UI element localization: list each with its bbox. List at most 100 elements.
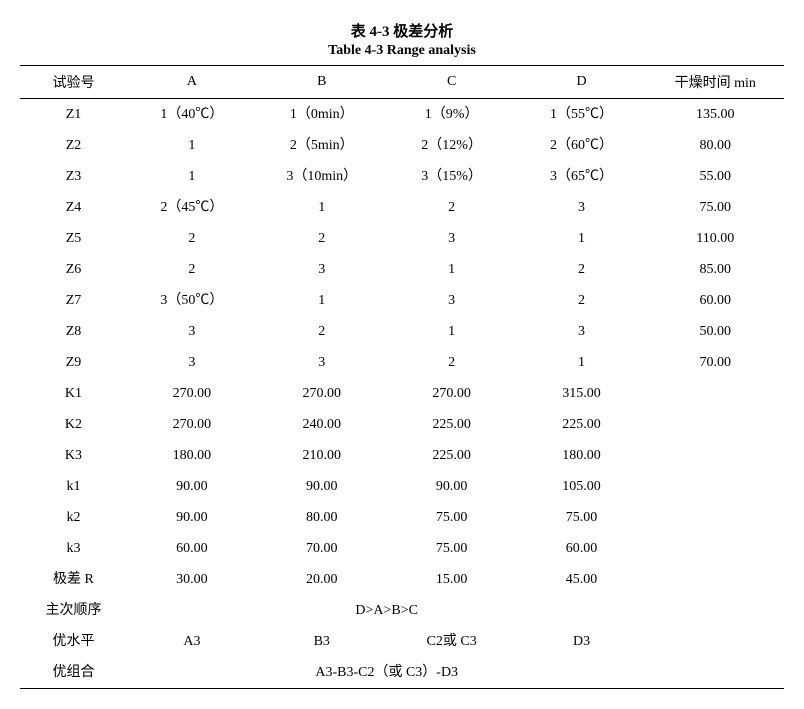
table-row: Z6231285.00 xyxy=(20,254,784,285)
table-row: Z11（40℃）1（0min）1（9%）1（55℃）135.00 xyxy=(20,99,784,131)
order-value: D>A>B>C xyxy=(127,595,647,626)
table-row: Z212（5min）2（12%）2（60℃）80.00 xyxy=(20,130,784,161)
cell: 极差 R xyxy=(20,564,127,595)
cell: 225.00 xyxy=(387,409,517,440)
cell: 60.00 xyxy=(517,533,647,564)
cell xyxy=(646,502,784,533)
cell: 210.00 xyxy=(257,440,387,471)
cell: 2 xyxy=(257,223,387,254)
table-row: Z8321350.00 xyxy=(20,316,784,347)
cell: Z8 xyxy=(20,316,127,347)
cell: 3 xyxy=(257,347,387,378)
cell: C2或 C3 xyxy=(387,626,517,657)
cell: 60.00 xyxy=(127,533,257,564)
table-row: k360.0070.0075.0060.00 xyxy=(20,533,784,564)
cell: 180.00 xyxy=(517,440,647,471)
cell: 315.00 xyxy=(517,378,647,409)
cell: 20.00 xyxy=(257,564,387,595)
cell: 2 xyxy=(387,192,517,223)
cell: 3 xyxy=(127,316,257,347)
header-d: D xyxy=(517,66,647,99)
cell: 2 xyxy=(127,254,257,285)
table-title-en: Table 4-3 Range analysis xyxy=(20,43,784,59)
cell: Z6 xyxy=(20,254,127,285)
cell: B3 xyxy=(257,626,387,657)
cell: Z3 xyxy=(20,161,127,192)
cell: 80.00 xyxy=(257,502,387,533)
cell: 1 xyxy=(127,161,257,192)
cell: Z2 xyxy=(20,130,127,161)
table-title-zh: 表 4-3 极差分析 xyxy=(20,20,784,41)
cell: 2 xyxy=(127,223,257,254)
table-row: k190.0090.0090.00105.00 xyxy=(20,471,784,502)
header-b: B xyxy=(257,66,387,99)
cell: 3（50℃） xyxy=(127,285,257,316)
cell: 135.00 xyxy=(646,99,784,131)
cell-empty xyxy=(646,657,784,689)
cell: 50.00 xyxy=(646,316,784,347)
cell: 70.00 xyxy=(646,347,784,378)
table-row: K2270.00240.00225.00225.00 xyxy=(20,409,784,440)
cell: k1 xyxy=(20,471,127,502)
cell: 80.00 xyxy=(646,130,784,161)
table-row: Z52231110.00 xyxy=(20,223,784,254)
cell: D3 xyxy=(517,626,647,657)
order-row: 主次顺序D>A>B>C xyxy=(20,595,784,626)
cell xyxy=(646,471,784,502)
cell: 3 xyxy=(517,192,647,223)
cell: 30.00 xyxy=(127,564,257,595)
cell xyxy=(646,409,784,440)
cell: 75.00 xyxy=(387,502,517,533)
table-header-row: 试验号 A B C D 干燥时间 min xyxy=(20,66,784,99)
cell: 3 xyxy=(127,347,257,378)
cell: 90.00 xyxy=(127,502,257,533)
cell: 85.00 xyxy=(646,254,784,285)
table-row: Z313（10min）3（15%）3（65℃）55.00 xyxy=(20,161,784,192)
cell: 55.00 xyxy=(646,161,784,192)
cell xyxy=(646,378,784,409)
cell: 60.00 xyxy=(646,285,784,316)
cell: 优水平 xyxy=(20,626,127,657)
cell: 2（60℃） xyxy=(517,130,647,161)
cell: 90.00 xyxy=(257,471,387,502)
table-row: Z9332170.00 xyxy=(20,347,784,378)
cell: k2 xyxy=(20,502,127,533)
header-trial: 试验号 xyxy=(20,66,127,99)
best-level-row: 优水平A3B3C2或 C3D3 xyxy=(20,626,784,657)
cell: 75.00 xyxy=(646,192,784,223)
range-analysis-table: 试验号 A B C D 干燥时间 min Z11（40℃）1（0min）1（9%… xyxy=(20,65,784,689)
cell: 45.00 xyxy=(517,564,647,595)
table-row: Z73（50℃）13260.00 xyxy=(20,285,784,316)
cell: 3 xyxy=(517,316,647,347)
table-row: Z42（45℃）12375.00 xyxy=(20,192,784,223)
table-row: K1270.00270.00270.00315.00 xyxy=(20,378,784,409)
cell: K3 xyxy=(20,440,127,471)
table-row: k290.0080.0075.0075.00 xyxy=(20,502,784,533)
cell: A3 xyxy=(127,626,257,657)
cell-empty xyxy=(646,595,784,626)
cell: 2 xyxy=(387,347,517,378)
best-combo-label: 优组合 xyxy=(20,657,127,689)
cell: 15.00 xyxy=(387,564,517,595)
cell: 1 xyxy=(517,223,647,254)
cell: 2（45℃） xyxy=(127,192,257,223)
cell: 110.00 xyxy=(646,223,784,254)
cell: 225.00 xyxy=(517,409,647,440)
cell: 1 xyxy=(387,316,517,347)
best-combo-value: A3-B3-C2（或 C3）-D3 xyxy=(127,657,647,689)
cell xyxy=(646,440,784,471)
table-row: K3180.00210.00225.00180.00 xyxy=(20,440,784,471)
cell: Z7 xyxy=(20,285,127,316)
order-label: 主次顺序 xyxy=(20,595,127,626)
cell: 2（5min） xyxy=(257,130,387,161)
cell: 1（40℃） xyxy=(127,99,257,131)
cell: 75.00 xyxy=(517,502,647,533)
cell: 3 xyxy=(387,285,517,316)
cell: 1（9%） xyxy=(387,99,517,131)
header-a: A xyxy=(127,66,257,99)
cell: 3 xyxy=(257,254,387,285)
cell: Z9 xyxy=(20,347,127,378)
cell: 1 xyxy=(127,130,257,161)
cell: 1 xyxy=(517,347,647,378)
table-row: 极差 R30.0020.0015.0045.00 xyxy=(20,564,784,595)
